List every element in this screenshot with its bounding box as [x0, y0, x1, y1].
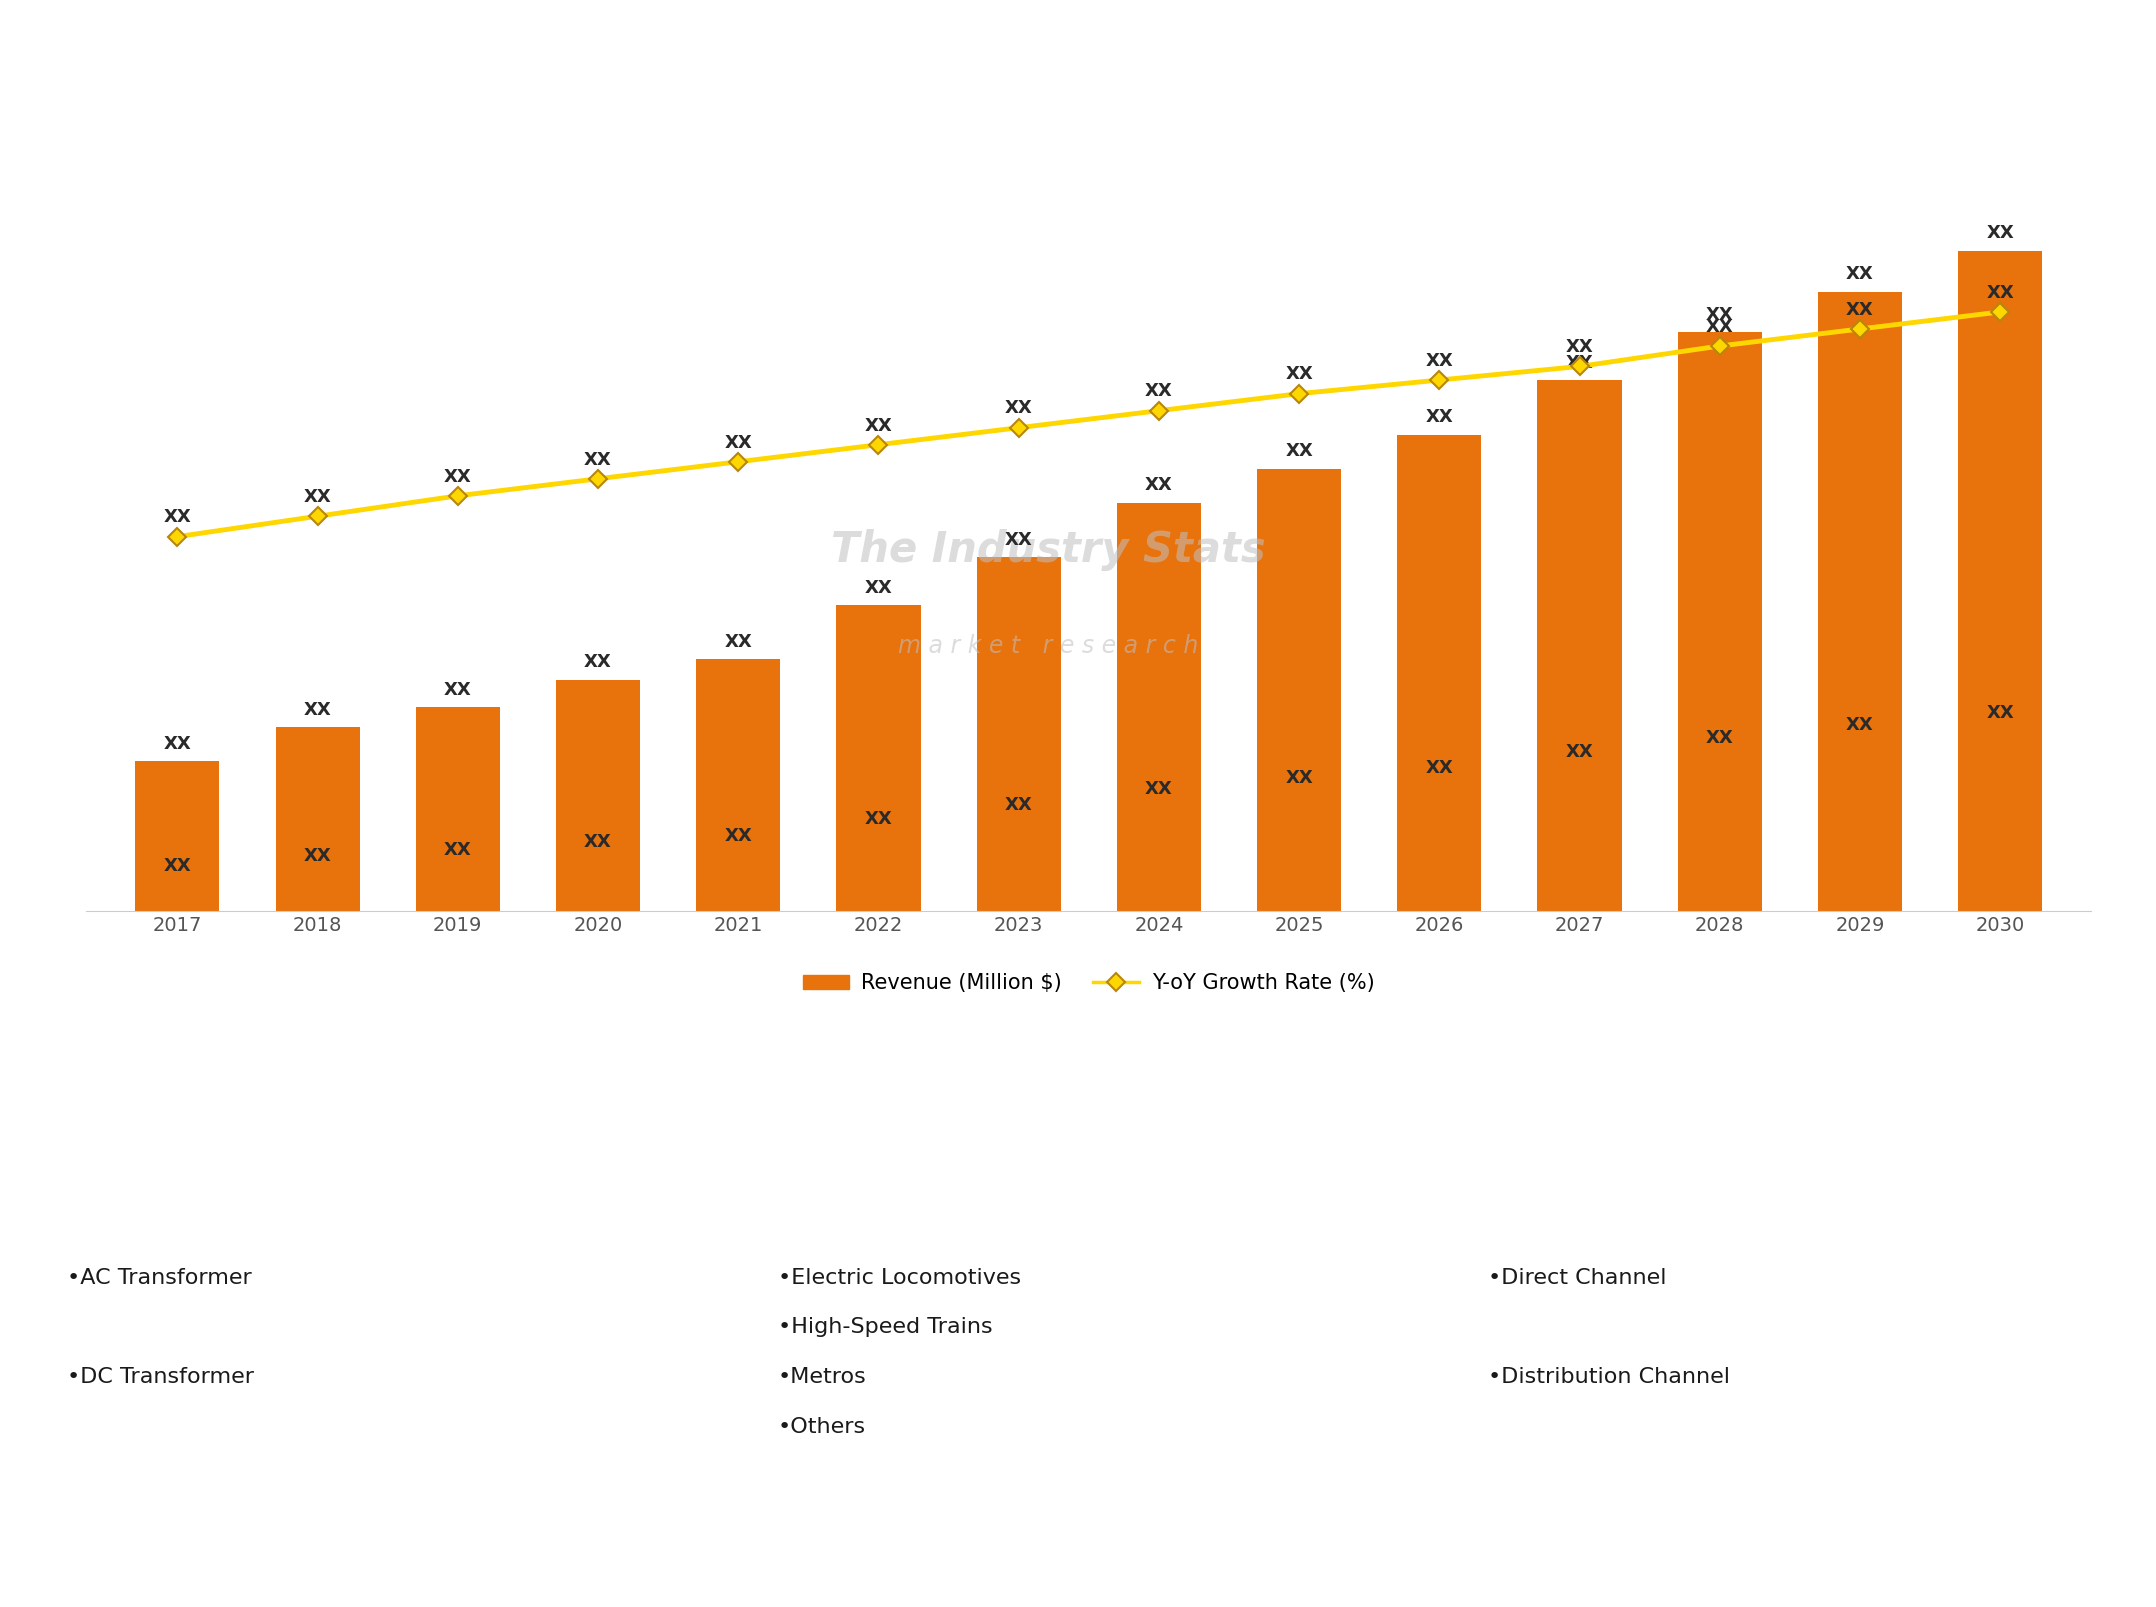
- Text: XX: XX: [1705, 728, 1733, 747]
- Text: m a r k e t   r e s e a r c h: m a r k e t r e s e a r c h: [899, 635, 1199, 657]
- Bar: [556, 680, 640, 911]
- Text: XX: XX: [304, 701, 332, 720]
- Bar: [1958, 251, 2042, 911]
- Text: •Direct Channel: •Direct Channel: [1488, 1268, 1667, 1287]
- Bar: [416, 707, 500, 911]
- Text: XX: XX: [164, 508, 192, 527]
- Legend: Revenue (Million $), Y-oY Growth Rate (%): Revenue (Million $), Y-oY Growth Rate (%…: [796, 966, 1382, 1001]
- Text: XX: XX: [164, 857, 192, 876]
- Bar: [1537, 379, 1621, 911]
- Text: Email: sales@theindustrystats.com: Email: sales@theindustrystats.com: [776, 1559, 1106, 1578]
- Text: The Industry Stats: The Industry Stats: [832, 529, 1266, 570]
- Text: XX: XX: [1846, 265, 1874, 283]
- Text: XX: XX: [724, 826, 752, 845]
- Text: XX: XX: [865, 416, 893, 434]
- Text: XX: XX: [1425, 408, 1453, 426]
- Text: XX: XX: [1425, 352, 1453, 370]
- Text: Application: Application: [1009, 1135, 1147, 1159]
- Text: XX: XX: [1285, 442, 1313, 460]
- Bar: [276, 728, 360, 911]
- Text: •Metros: •Metros: [778, 1368, 867, 1387]
- Text: XX: XX: [584, 832, 612, 850]
- Text: XX: XX: [1986, 225, 2014, 243]
- Bar: [837, 604, 921, 911]
- Text: XX: XX: [584, 654, 612, 672]
- Text: XX: XX: [444, 468, 472, 485]
- Text: XX: XX: [1986, 284, 2014, 302]
- Text: XX: XX: [724, 434, 752, 452]
- Text: XX: XX: [865, 810, 893, 828]
- Text: •High-Speed Trains: •High-Speed Trains: [778, 1318, 992, 1337]
- Bar: [136, 762, 220, 911]
- Text: XX: XX: [1565, 337, 1593, 357]
- Text: XX: XX: [1145, 382, 1173, 400]
- Text: Sales Channels: Sales Channels: [1695, 1135, 1884, 1159]
- Text: Product Types: Product Types: [280, 1135, 455, 1159]
- Text: XX: XX: [444, 840, 472, 858]
- Text: XX: XX: [1705, 318, 1733, 336]
- Text: XX: XX: [1145, 476, 1173, 495]
- Text: XX: XX: [724, 633, 752, 651]
- Bar: [1257, 469, 1341, 911]
- Text: XX: XX: [1005, 795, 1033, 813]
- Text: XX: XX: [1986, 704, 2014, 722]
- Text: XX: XX: [1005, 400, 1033, 418]
- Bar: [1818, 291, 1902, 911]
- Bar: [1397, 434, 1481, 911]
- Text: XX: XX: [1425, 759, 1453, 778]
- Text: XX: XX: [1846, 717, 1874, 734]
- Text: XX: XX: [444, 681, 472, 699]
- Text: Fig. Global Rail Traction Transformer Market Status and Outlook: Fig. Global Rail Traction Transformer Ma…: [28, 40, 1082, 69]
- Text: XX: XX: [164, 734, 192, 754]
- Text: XX: XX: [1565, 742, 1593, 760]
- Text: XX: XX: [1565, 354, 1593, 371]
- Text: XX: XX: [584, 450, 612, 469]
- Text: XX: XX: [1705, 307, 1733, 325]
- Text: •Electric Locomotives: •Electric Locomotives: [778, 1268, 1020, 1287]
- Text: •Others: •Others: [778, 1417, 867, 1437]
- Text: XX: XX: [1285, 365, 1313, 384]
- Text: •AC Transformer: •AC Transformer: [67, 1268, 252, 1287]
- Text: •Distribution Channel: •Distribution Channel: [1488, 1368, 1731, 1387]
- Text: XX: XX: [304, 489, 332, 506]
- Text: Website: www.theindustrystats.com: Website: www.theindustrystats.com: [1466, 1559, 1807, 1578]
- Bar: [977, 558, 1061, 911]
- Text: XX: XX: [865, 579, 893, 596]
- Text: XX: XX: [1846, 301, 1874, 318]
- Text: XX: XX: [304, 847, 332, 865]
- Bar: [696, 659, 780, 911]
- Text: Source: Theindustrystats Analysis: Source: Theindustrystats Analysis: [32, 1559, 351, 1578]
- Bar: [1677, 333, 1761, 911]
- Bar: [1117, 503, 1201, 911]
- Text: •DC Transformer: •DC Transformer: [67, 1368, 254, 1387]
- Text: XX: XX: [1005, 530, 1033, 550]
- Text: XX: XX: [1285, 770, 1313, 787]
- Text: XX: XX: [1145, 779, 1173, 797]
